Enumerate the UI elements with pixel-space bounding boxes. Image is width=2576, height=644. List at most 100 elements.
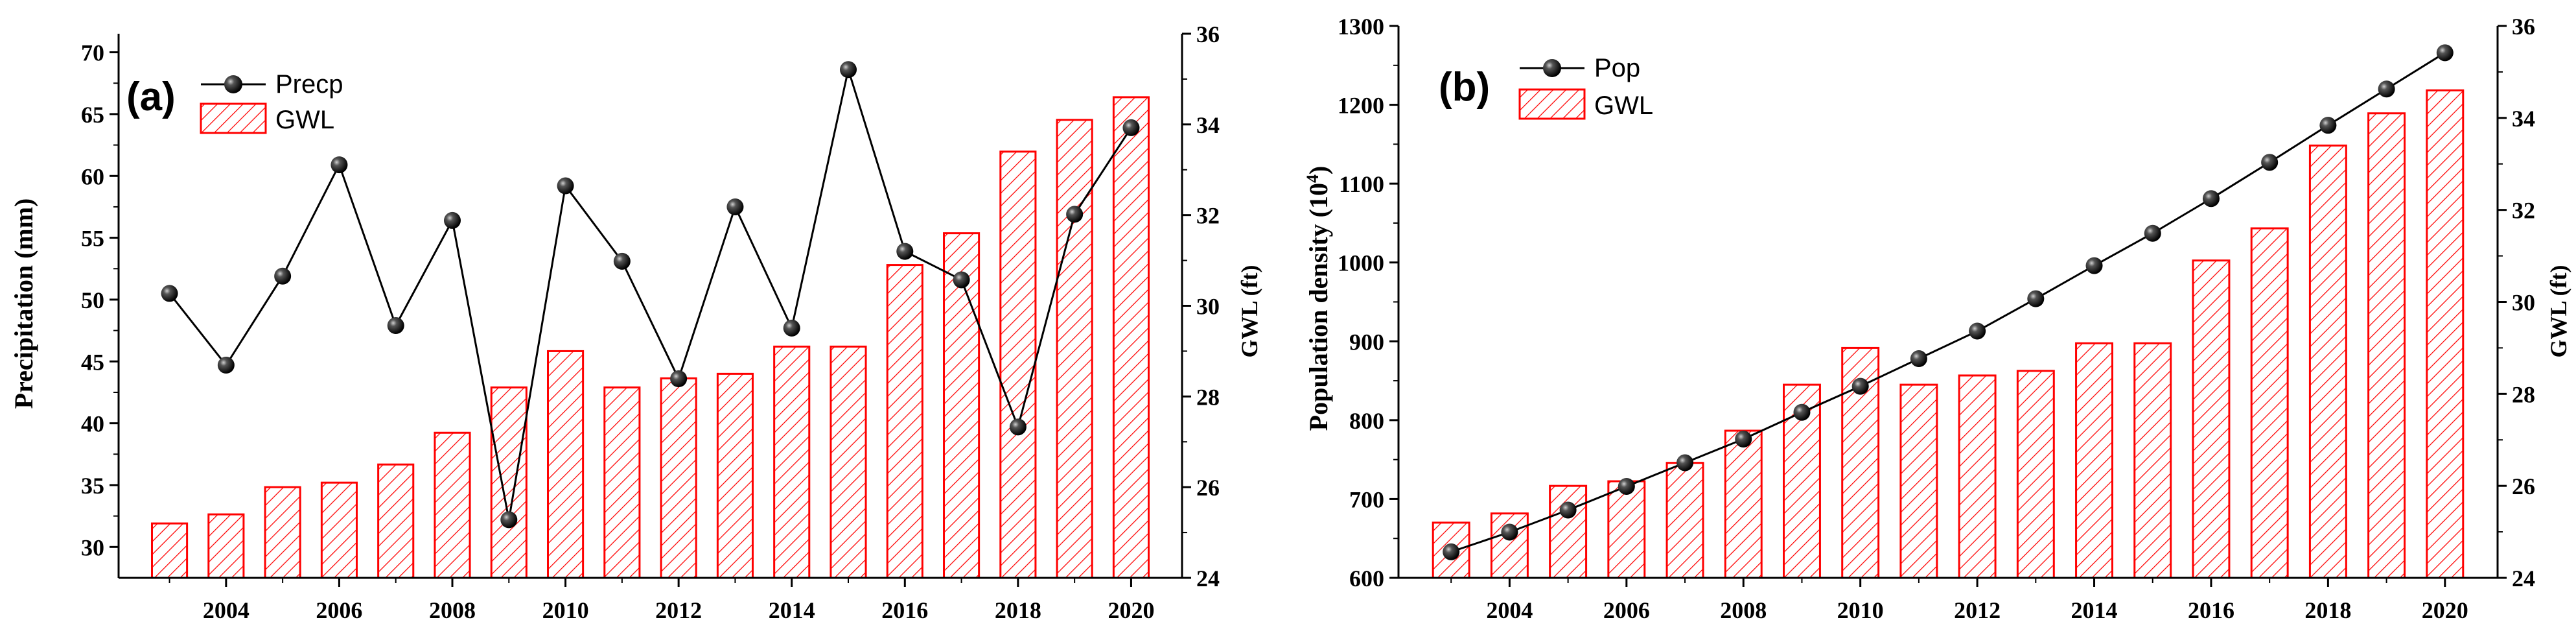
b-gwl-bar-2013 — [2016, 370, 2055, 579]
a-left-tick-label-40: 40 — [81, 411, 104, 437]
panel-a-right-axis-title: GWL (ft) — [1236, 265, 1262, 358]
b-pop-line — [1450, 52, 2446, 553]
b-pop-point-2008 — [1735, 431, 1752, 448]
a-right-tick-label-26: 26 — [1196, 475, 1220, 501]
b-gwl-bar-2011 — [1899, 383, 1938, 579]
b-right-tick-label-32: 32 — [2512, 198, 2535, 224]
a-precp-point-2008 — [443, 211, 461, 229]
a-precp-point-2012 — [670, 370, 688, 388]
a-precp-point-2018 — [1009, 418, 1027, 436]
a-precp-point-2014 — [783, 319, 800, 337]
a-gwl-bar-2018 — [999, 150, 1037, 579]
panel-b-bars — [1432, 89, 2465, 579]
a-gwl-bar-2015 — [830, 345, 867, 579]
b-pop-point-2011 — [1910, 350, 1927, 368]
b-left-tick-label-600: 600 — [1349, 566, 1384, 591]
a-gwl-bar-2012 — [660, 377, 697, 579]
b-pop-point-2014 — [2085, 257, 2103, 274]
b-gwl-bar-2012 — [1958, 374, 1997, 579]
a-left-tick-label-35: 35 — [81, 473, 104, 499]
b-pop-point-2016 — [2202, 190, 2220, 208]
b-gwl-bar-2016 — [2192, 259, 2231, 579]
b-x-tick-label-2016: 2016 — [2188, 597, 2234, 623]
b-x-tick-label-2012: 2012 — [1954, 597, 2001, 623]
a-x-tick-label-2012: 2012 — [655, 597, 702, 623]
b-right-tick-label-26: 26 — [2512, 473, 2535, 499]
b-x-tick-label-2004: 2004 — [1486, 597, 1533, 623]
a-gwl-bar-2009 — [490, 386, 528, 579]
a-gwl-bar-2006 — [320, 481, 358, 579]
b-pop-point-2020 — [2436, 44, 2454, 62]
panel-b-left-axis-title: Population density (104) — [1303, 166, 1334, 431]
b-pop-point-2017 — [2261, 154, 2279, 171]
b-left-tick-label-1200: 1200 — [1338, 93, 1384, 119]
b-pop-point-2012 — [1969, 322, 1986, 340]
b-pop-point-2019 — [2378, 80, 2395, 98]
panel-a-line — [161, 61, 1140, 529]
a-gwl-bar-2019 — [1056, 119, 1093, 579]
a-gwl-bar-2017 — [943, 232, 981, 579]
a-gwl-bar-2004 — [207, 513, 245, 579]
b-left-tick-label-1000: 1000 — [1338, 250, 1384, 276]
b-right-tick-label-30: 30 — [2512, 290, 2535, 316]
b-x-tick-label-2020: 2020 — [2422, 597, 2468, 623]
a-precp-point-2003 — [161, 285, 178, 302]
a-gwl-bar-2011 — [603, 386, 641, 579]
b-x-tick-label-2010: 2010 — [1837, 597, 1884, 623]
b-gwl-bar-2008 — [1724, 429, 1763, 579]
b-x-tick-label-2014: 2014 — [2071, 597, 2118, 623]
legend-precp-label: Precp — [275, 70, 343, 99]
a-gwl-bar-2008 — [434, 431, 471, 579]
legend-gwl-label: GWL — [275, 106, 334, 134]
a-precp-point-2019 — [1066, 206, 1084, 223]
a-x-tick-label-2008: 2008 — [429, 597, 476, 623]
a-right-tick-label-34: 34 — [1196, 112, 1220, 138]
a-right-tick-label-24: 24 — [1196, 566, 1220, 591]
panel-b-label: (b) — [1439, 65, 1490, 110]
a-gwl-bar-2005 — [264, 486, 301, 579]
panel-b-line — [1443, 44, 2454, 560]
b-gwl-bar-2006 — [1607, 480, 1646, 579]
a-precp-point-2020 — [1122, 119, 1140, 136]
panel-a-bars — [150, 96, 1150, 579]
panel-a-legend: Precp GWL — [200, 70, 343, 134]
b-left-tick-label-800: 800 — [1349, 408, 1384, 434]
a-right-tick-label-28: 28 — [1196, 384, 1220, 410]
a-left-tick-label-65: 65 — [81, 102, 104, 128]
legend-pop-label: Pop — [1594, 54, 1640, 82]
b-x-tick-label-2008: 2008 — [1720, 597, 1767, 623]
a-precp-point-2006 — [331, 156, 348, 174]
b-pop-point-2018 — [2319, 117, 2337, 134]
b-pop-point-2007 — [1677, 454, 1694, 471]
panel-b-left-axis-title-sup: 4 — [1303, 174, 1322, 183]
a-gwl-bar-2003 — [150, 522, 189, 579]
a-precp-point-2010 — [557, 177, 574, 195]
a-left-tick-label-70: 70 — [81, 40, 104, 66]
a-left-tick-label-55: 55 — [81, 226, 104, 252]
a-right-tick-label-32: 32 — [1196, 203, 1220, 229]
a-precp-point-2013 — [726, 198, 744, 215]
a-gwl-bar-2014 — [773, 345, 811, 579]
a-x-tick-label-2020: 2020 — [1108, 597, 1154, 623]
a-x-tick-label-2016: 2016 — [881, 597, 928, 623]
panel-b-right-axis-title: GWL (ft) — [2546, 265, 2571, 358]
panel-b-chart: 600 700 800 900 1000 1100 1200 1300 24 26 28 30 32 34… — [1303, 14, 2572, 623]
a-x-tick-label-2018: 2018 — [995, 597, 1041, 623]
a-precp-point-2004 — [217, 357, 235, 374]
panel-a-label: (a) — [126, 75, 176, 119]
panel-a-chart: 30 35 40 45 50 55 60 65 70 24 26 28 30 32 34 36 2004 2006… — [9, 21, 1262, 623]
a-gwl-bar-2016 — [886, 264, 923, 579]
a-left-tick-label-60: 60 — [81, 163, 104, 189]
panel-b-legend: Pop GWL — [1518, 54, 1653, 120]
b-left-tick-label-700: 700 — [1349, 486, 1384, 512]
b-gwl-bar-2020 — [2426, 89, 2465, 579]
b-pop-point-2015 — [2144, 224, 2161, 242]
b-pop-point-2005 — [1559, 501, 1577, 519]
a-left-tick-label-45: 45 — [81, 349, 104, 375]
a-precp-point-2011 — [613, 252, 631, 270]
legend-precp-marker — [224, 75, 242, 93]
b-gwl-bar-2007 — [1665, 462, 1704, 579]
b-right-tick-label-34: 34 — [2512, 106, 2535, 132]
a-precp-point-2009 — [500, 511, 518, 529]
b-x-tick-label-2018: 2018 — [2304, 597, 2351, 623]
